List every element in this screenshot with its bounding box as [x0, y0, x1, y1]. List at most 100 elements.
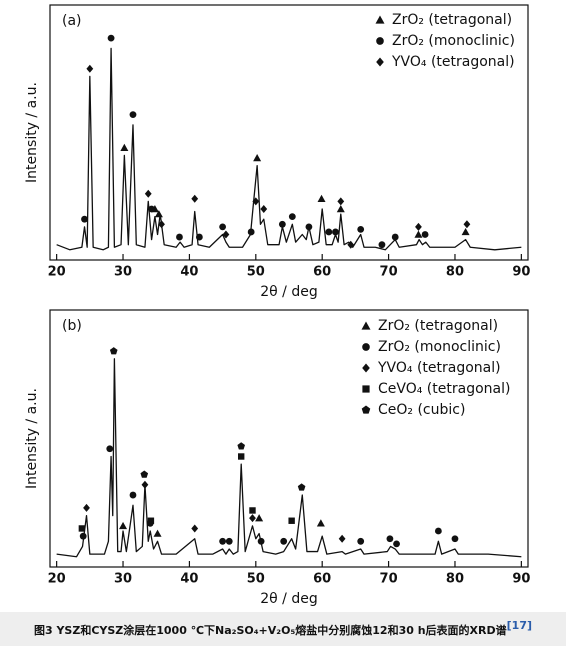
- phase-marker: [461, 227, 470, 236]
- legend-label: YVO₄ (tetragonal): [391, 54, 515, 70]
- phase-marker: [421, 231, 429, 238]
- phase-marker: [219, 223, 227, 231]
- phase-marker: [129, 111, 137, 119]
- legend-label: ZrO₂ (tetragonal): [378, 318, 498, 334]
- x-tick-label: 70: [380, 265, 398, 280]
- caption-ref: [17]: [507, 619, 532, 632]
- phase-marker: [347, 240, 355, 249]
- phase-marker: [260, 205, 268, 213]
- legend-symbol: [361, 405, 371, 414]
- phase-marker: [255, 514, 264, 522]
- phase-marker: [297, 483, 306, 491]
- phase-marker: [434, 527, 442, 535]
- phase-marker: [106, 445, 114, 453]
- phase-marker: [79, 532, 87, 540]
- x-tick-label: 80: [446, 572, 464, 587]
- plot-frame: [49, 4, 529, 261]
- phase-marker: [147, 517, 155, 524]
- phase-marker: [83, 503, 90, 512]
- phase-marker: [86, 64, 94, 73]
- phase-marker: [391, 233, 399, 241]
- phase-marker: [252, 197, 260, 206]
- phase-marker: [414, 230, 423, 238]
- x-axis-label: 2θ / deg: [260, 284, 317, 300]
- x-tick-label: 90: [512, 572, 530, 587]
- phase-marker: [247, 228, 255, 236]
- phase-marker: [378, 241, 386, 249]
- phase-marker: [253, 154, 262, 162]
- y-axis-label: Intensity / a.u.: [24, 82, 40, 183]
- legend-symbol: [375, 15, 385, 24]
- phase-marker: [316, 519, 325, 527]
- phase-marker: [107, 34, 115, 42]
- panel-label: (a): [62, 13, 82, 29]
- x-tick-label: 40: [180, 572, 198, 587]
- caption-text: 图3 YSZ和CYSZ涂层在1000 ℃下Na₂SO₄+V₂O₅熔盐中分别腐蚀1…: [34, 623, 507, 637]
- legend-label: ZrO₂ (tetragonal): [392, 12, 512, 28]
- phase-marker: [140, 470, 149, 478]
- phase-marker: [463, 220, 471, 229]
- phase-marker: [332, 228, 339, 236]
- phase-marker: [191, 524, 199, 533]
- legend-symbol: [362, 385, 370, 393]
- legend-label: ZrO₂ (monoclinic): [392, 33, 515, 49]
- phase-marker: [257, 537, 265, 545]
- legend-label: CeVO₄ (tetragonal): [378, 381, 510, 397]
- phase-marker: [81, 215, 88, 223]
- legend-symbol: [376, 57, 384, 67]
- phase-marker: [141, 480, 149, 489]
- phase-marker: [191, 194, 199, 203]
- phase-marker: [386, 535, 394, 543]
- phase-marker: [120, 143, 129, 151]
- x-tick-label: 60: [313, 265, 331, 280]
- phase-marker: [129, 491, 137, 499]
- plot-frame: [49, 309, 529, 568]
- phase-marker: [238, 453, 245, 460]
- legend-symbol: [362, 363, 370, 373]
- phase-marker: [109, 347, 118, 355]
- phase-marker: [222, 230, 230, 239]
- y-axis-label: Intensity / a.u.: [24, 388, 40, 489]
- phase-marker: [237, 442, 246, 450]
- phase-marker: [148, 205, 155, 213]
- x-tick-label: 30: [114, 265, 132, 280]
- phase-marker: [225, 537, 233, 545]
- legend-label: ZrO₂ (monoclinic): [378, 339, 501, 355]
- x-tick-label: 30: [114, 572, 132, 587]
- legend-label: YVO₄ (tetragonal): [377, 360, 501, 376]
- phase-marker: [144, 189, 152, 198]
- phase-marker: [415, 222, 422, 231]
- panel-label: (b): [62, 318, 82, 334]
- caption-band: [0, 612, 566, 646]
- xrd-pattern: [56, 358, 522, 558]
- legend-label: CeO₂ (cubic): [378, 402, 465, 418]
- legend-symbol: [361, 321, 371, 330]
- x-tick-label: 40: [180, 265, 198, 280]
- x-tick-label: 20: [48, 572, 66, 587]
- phase-marker: [325, 228, 333, 236]
- phase-marker: [153, 529, 162, 537]
- phase-marker: [451, 535, 459, 543]
- x-tick-label: 60: [313, 572, 331, 587]
- x-axis-label: 2θ / deg: [260, 591, 317, 607]
- phase-marker: [317, 194, 326, 202]
- phase-marker: [249, 514, 256, 523]
- phase-marker: [78, 525, 86, 532]
- phase-marker: [305, 223, 313, 231]
- phase-marker: [154, 210, 163, 218]
- phase-marker: [338, 534, 346, 543]
- legend-symbol: [376, 37, 384, 45]
- xrd-pattern: [56, 47, 522, 251]
- legend-symbol: [362, 343, 370, 351]
- phase-marker: [119, 521, 128, 530]
- phase-marker: [288, 517, 295, 524]
- phase-marker: [195, 233, 203, 241]
- phase-marker: [249, 507, 256, 514]
- phase-marker: [219, 537, 227, 545]
- caption: 图3 YSZ和CYSZ涂层在1000 ℃下Na₂SO₄+V₂O₅熔盐中分别腐蚀1…: [34, 619, 532, 637]
- phase-marker: [176, 233, 183, 241]
- x-tick-label: 70: [380, 572, 398, 587]
- x-tick-label: 20: [48, 265, 66, 280]
- phase-marker: [393, 540, 400, 548]
